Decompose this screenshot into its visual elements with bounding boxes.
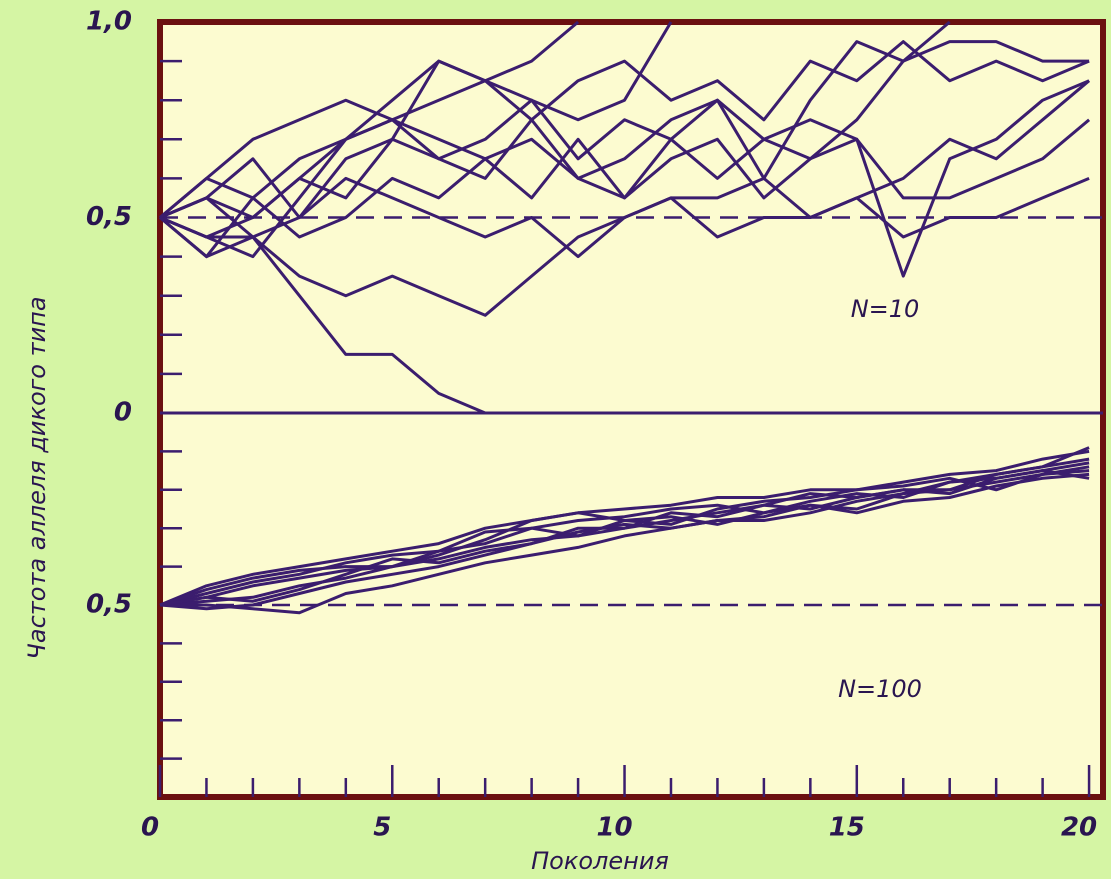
series-line [159,40,1090,239]
y-tick-label: 0 [114,398,132,428]
x-tick-label: 15 [829,813,865,843]
series-line [159,21,673,259]
x-tick-label: 20 [1061,813,1097,843]
series-line [159,449,1090,607]
y-axis-label: Частота аллеля дикого типа [23,296,51,659]
annotation: N=100 [838,675,922,703]
x-tick-label: 5 [373,813,391,843]
series-line [159,446,1090,607]
series-line [159,176,1090,317]
x-axis-label: Поколения [531,847,669,875]
plot-frame [157,19,1106,800]
series-line [159,216,486,415]
series-line [160,472,1090,615]
y-tick-label: 0,5 [86,202,132,232]
x-tick-label: 10 [596,813,632,843]
series-line [159,469,1090,607]
x-tick-label: 0 [141,813,159,843]
series-line [159,20,951,239]
y-tick-label: 1,0 [86,7,132,37]
series-line [159,40,1090,259]
series-line [159,465,1090,607]
annotation: N=10 [851,295,920,323]
y-tick-label: 0,5 [86,590,132,620]
